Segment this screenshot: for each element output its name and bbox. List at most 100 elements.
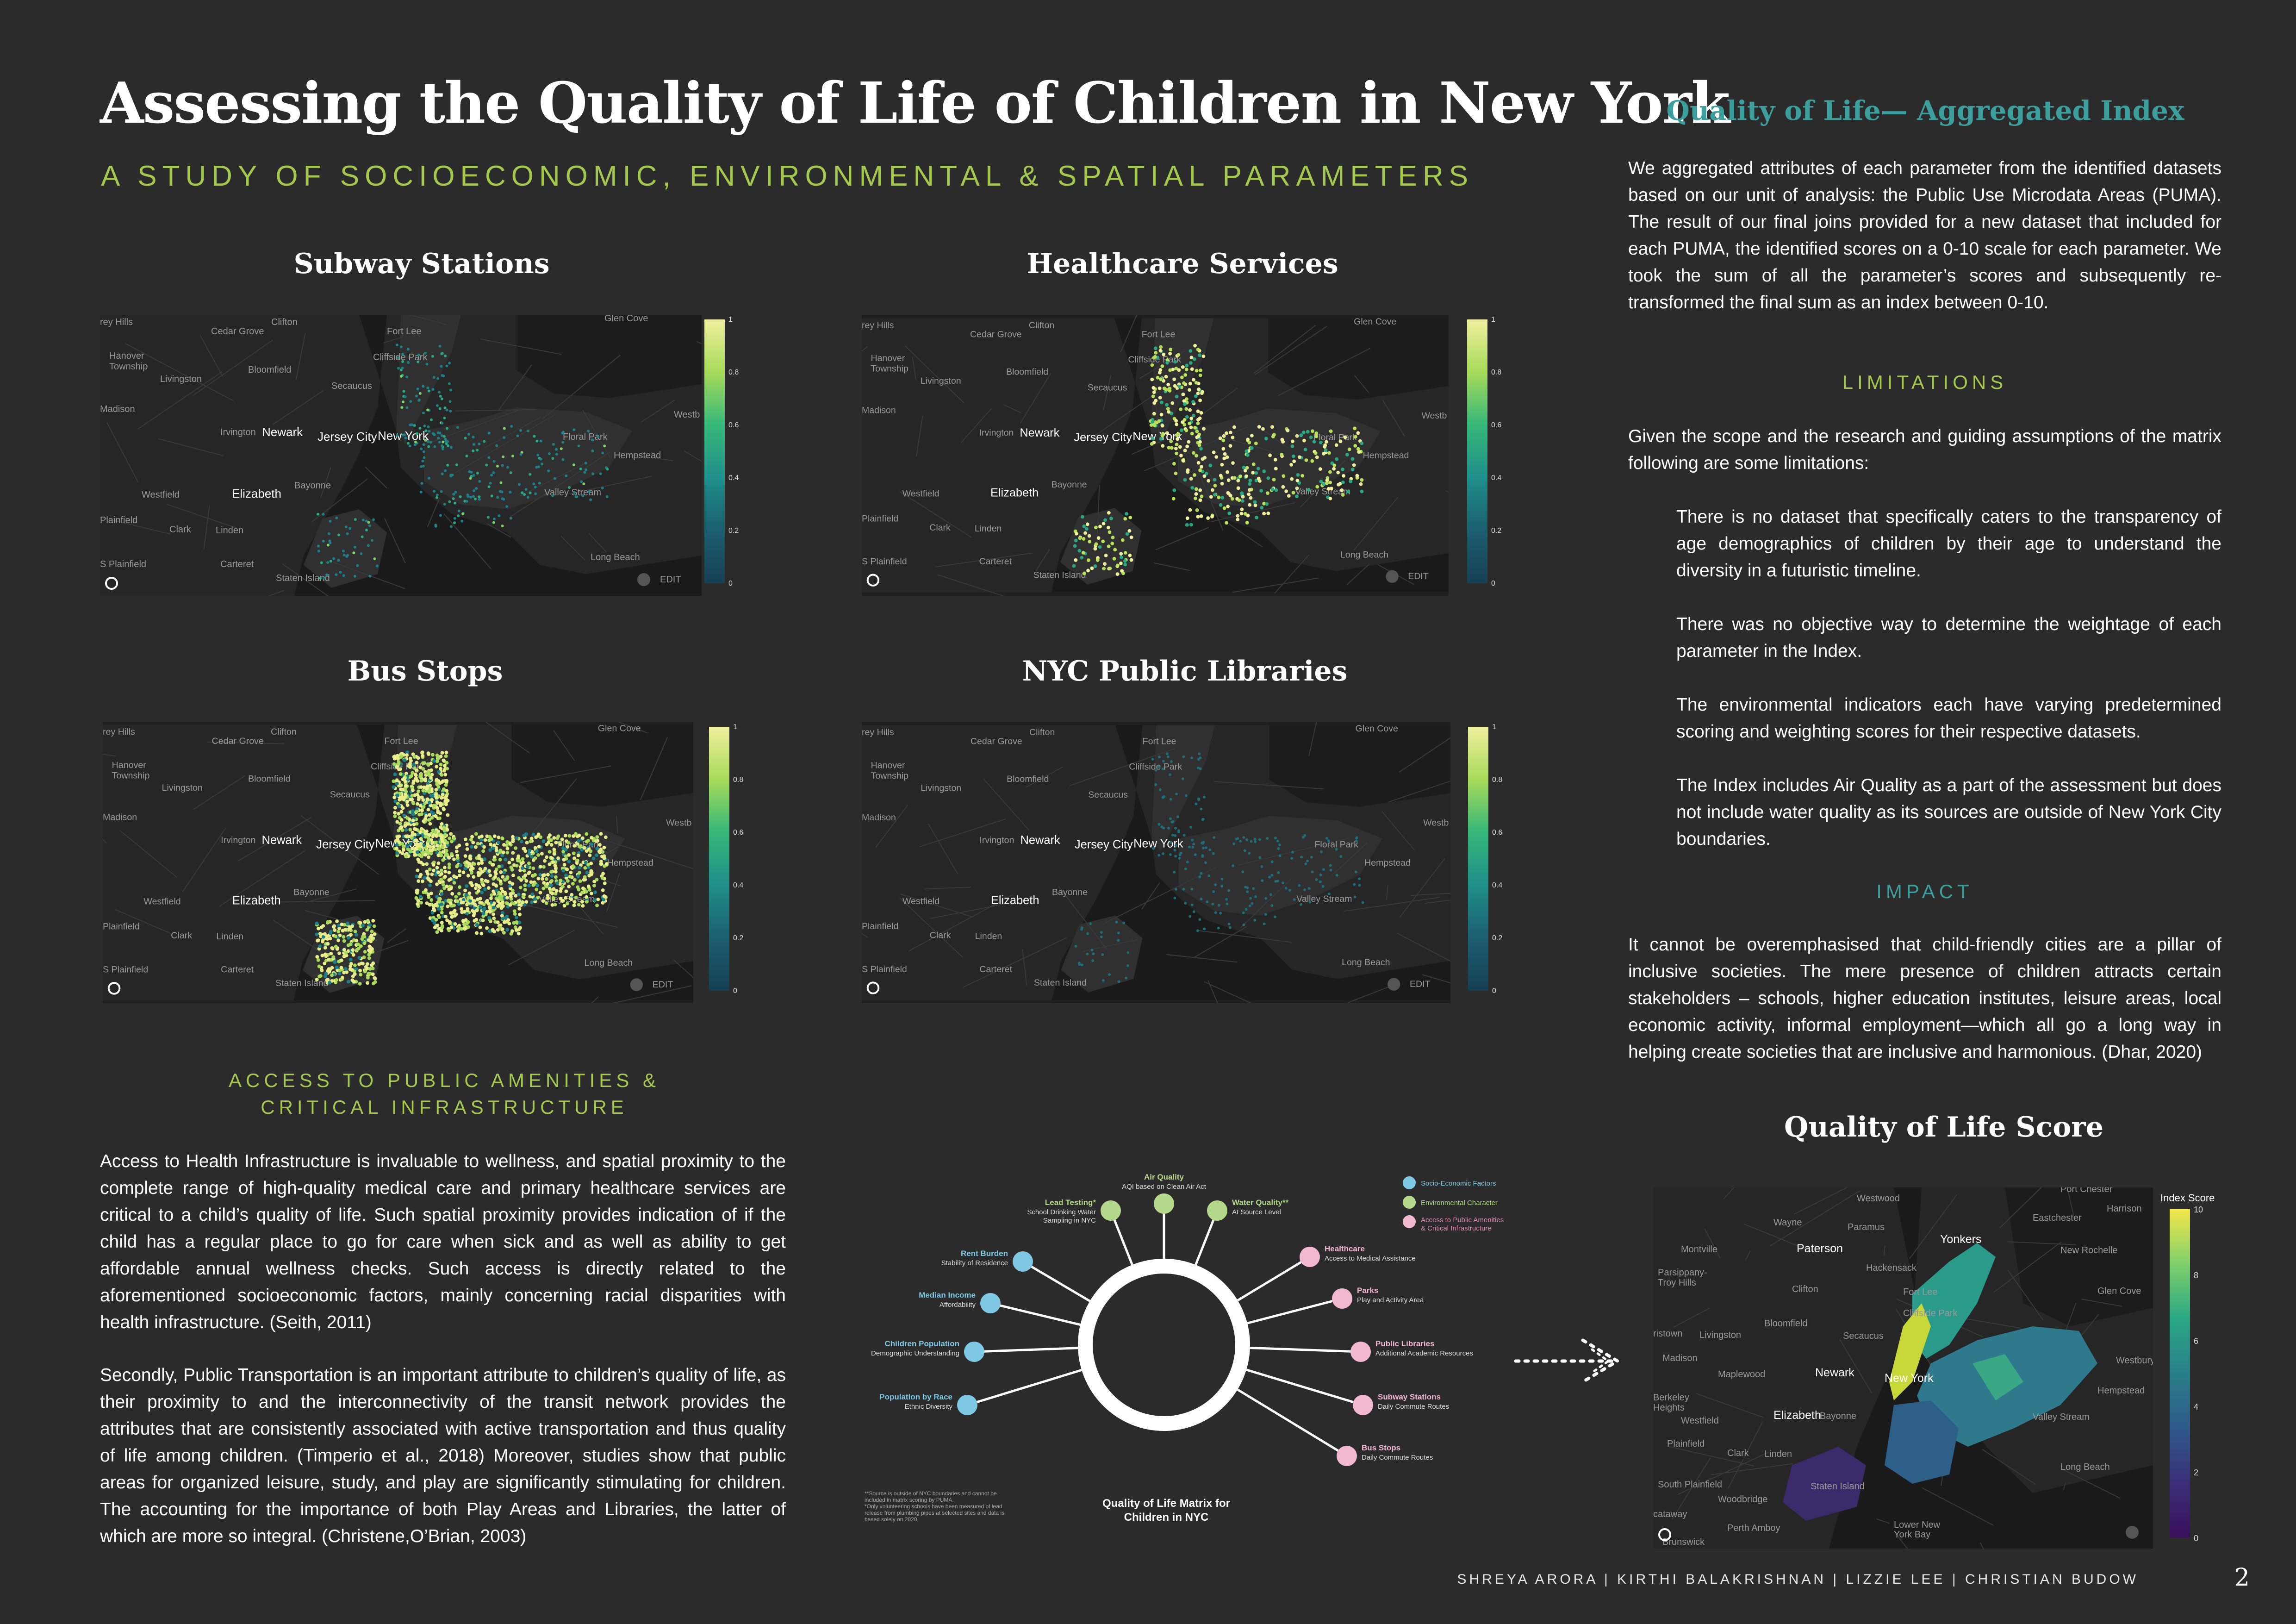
- data-point: [1300, 474, 1304, 478]
- data-point: [526, 865, 529, 869]
- subway-map[interactable]: rey Hills Cedar Grove Clifton Fort Lee Glen …: [100, 315, 702, 596]
- map-label: Secaucus: [1088, 383, 1127, 393]
- map-label: York Bay: [1894, 1530, 1930, 1540]
- data-point: [396, 762, 400, 766]
- data-point: [445, 841, 449, 845]
- data-point: [1174, 471, 1178, 475]
- matrix-node-title: Subway Stations: [1378, 1393, 1441, 1401]
- data-point: [1311, 870, 1314, 874]
- data-point: [1119, 552, 1123, 556]
- data-point: [401, 848, 405, 852]
- data-point: [1182, 834, 1186, 837]
- data-point: [1237, 498, 1241, 502]
- data-point: [598, 843, 602, 847]
- data-point: [427, 752, 431, 756]
- data-point: [1175, 422, 1179, 426]
- data-point: [477, 889, 480, 893]
- data-point: [561, 885, 565, 889]
- data-point: [410, 797, 414, 801]
- map-city-label: Newark: [262, 834, 302, 847]
- data-point: [474, 845, 478, 849]
- matrix-node-sub: Daily Commute Routes: [1362, 1454, 1433, 1462]
- data-point: [497, 891, 501, 894]
- data-point: [473, 489, 476, 493]
- data-point: [367, 953, 371, 957]
- data-point: [1199, 369, 1202, 372]
- data-point: [420, 482, 423, 485]
- data-point: [1268, 453, 1272, 457]
- data-point: [531, 866, 535, 870]
- data-point: [336, 938, 340, 943]
- data-point: [452, 497, 455, 500]
- data-point: [1245, 521, 1249, 525]
- data-point: [397, 356, 400, 359]
- data-point: [585, 899, 589, 904]
- data-point: [1172, 377, 1176, 381]
- data-point: [1246, 437, 1250, 442]
- data-point: [581, 494, 585, 497]
- data-point: [362, 955, 366, 959]
- data-point: [1188, 408, 1192, 412]
- data-point: [555, 448, 558, 451]
- data-point: [436, 923, 440, 927]
- colorbar-tick: 0: [1491, 580, 1495, 587]
- bus-map[interactable]: rey Hills Cedar Grove Clifton Fort Lee Glen …: [103, 722, 693, 1003]
- data-point: [1290, 439, 1294, 443]
- data-point: [340, 958, 343, 962]
- data-point: [413, 827, 417, 831]
- data-point: [1152, 390, 1156, 394]
- data-point: [437, 915, 441, 919]
- colorbar-gradient: [1468, 727, 1488, 991]
- colorbar-tick: 0.6: [733, 829, 744, 837]
- data-point: [320, 561, 323, 564]
- quality-score-map[interactable]: Port Chester Westwood Harrison Eastchester W…: [1653, 1187, 2153, 1549]
- data-point: [1339, 855, 1343, 858]
- data-point: [1332, 463, 1337, 468]
- data-point: [1315, 485, 1319, 489]
- data-point: [1303, 448, 1307, 452]
- data-point: [441, 352, 444, 355]
- data-point: [548, 452, 551, 455]
- data-point: [1259, 489, 1263, 493]
- data-point: [575, 861, 579, 865]
- data-point: [460, 910, 464, 914]
- data-point: [1200, 872, 1203, 875]
- data-point: [1242, 836, 1245, 839]
- data-point: [1241, 870, 1244, 874]
- data-point: [1274, 488, 1278, 492]
- data-point: [438, 441, 441, 444]
- data-point: [474, 832, 478, 836]
- data-point: [1101, 953, 1104, 956]
- data-point: [533, 846, 537, 850]
- map-label: Bloomfield: [248, 365, 291, 375]
- data-point: [413, 847, 417, 851]
- data-point: [552, 836, 556, 840]
- data-point: [367, 956, 371, 960]
- data-point: [1240, 499, 1244, 503]
- data-point: [461, 870, 466, 874]
- data-point: [485, 926, 489, 930]
- data-point: [527, 852, 531, 856]
- data-point: [1343, 435, 1347, 439]
- data-point: [432, 759, 436, 763]
- data-point: [420, 447, 423, 450]
- data-point: [1286, 429, 1290, 432]
- data-point: [545, 885, 549, 889]
- data-point: [587, 874, 591, 878]
- data-point: [1249, 496, 1253, 500]
- data-point: [496, 496, 499, 499]
- libraries-map[interactable]: rey Hills Cedar Grove Clifton Fort Lee Glen …: [862, 722, 1450, 1003]
- data-point: [413, 838, 417, 843]
- data-point: [540, 852, 544, 856]
- data-point: [1123, 559, 1127, 563]
- data-point: [542, 865, 546, 869]
- data-point: [1232, 864, 1235, 868]
- data-point: [1120, 538, 1125, 542]
- data-point: [505, 840, 510, 844]
- data-point: [1201, 457, 1205, 461]
- data-point: [562, 904, 566, 908]
- map-label: Irvington: [979, 428, 1014, 438]
- map-label: Livingston: [1699, 1330, 1741, 1340]
- healthcare-map[interactable]: rey Hills Cedar Grove Clifton Fort Lee Glen …: [862, 315, 1449, 596]
- data-point: [373, 976, 377, 981]
